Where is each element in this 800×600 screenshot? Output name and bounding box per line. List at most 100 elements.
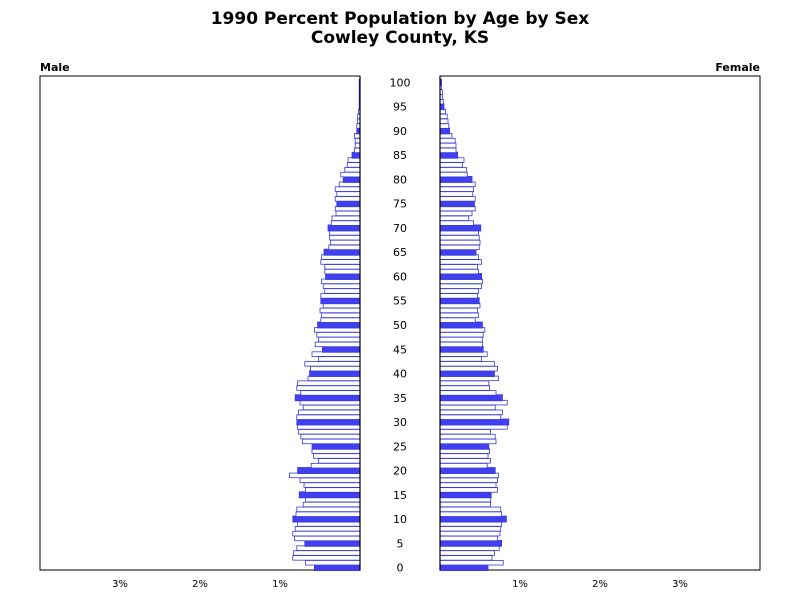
female-bar (439, 317, 476, 323)
female-bar (439, 196, 476, 202)
female-bar (439, 560, 504, 566)
male-bar (309, 365, 361, 372)
male-bar (313, 453, 361, 459)
chart-subtitle: Cowley County, KS (310, 28, 490, 48)
female-bar (439, 331, 484, 338)
female-bar (439, 511, 502, 517)
female-bar (439, 167, 467, 173)
female-bar (439, 186, 474, 192)
female-bar (439, 414, 502, 420)
male-bar (329, 234, 361, 241)
female-bar (439, 526, 502, 532)
male-bar (313, 564, 361, 572)
male-bar (342, 176, 361, 183)
female-bar (439, 142, 457, 149)
male-bar (319, 307, 361, 314)
age-tick-label: 60 (393, 270, 407, 283)
male-bar (321, 345, 361, 353)
male-bar (297, 409, 361, 416)
female-bar (439, 370, 495, 377)
female-bar (439, 438, 497, 445)
female-bar (439, 137, 456, 144)
female-bar (439, 409, 503, 416)
age-tick-label: 90 (393, 125, 407, 138)
female-bar (439, 259, 482, 265)
male-bar (292, 515, 361, 523)
female-bar (439, 288, 479, 294)
male-x-tick-label: 2% (192, 579, 208, 590)
male-bar (300, 433, 361, 440)
male-bar (299, 477, 361, 483)
female-bar (439, 539, 502, 547)
male-bar (324, 264, 361, 270)
age-tick-label: 100 (390, 76, 411, 89)
male-bar (327, 224, 361, 232)
male-bar (296, 506, 361, 513)
male-bar (316, 331, 361, 338)
female-bar (439, 361, 495, 367)
male-bar (322, 283, 361, 289)
male-bar (336, 191, 361, 197)
male-bar (317, 458, 361, 464)
female-bar (439, 442, 490, 450)
female-bar (439, 215, 470, 221)
male-bar (294, 394, 361, 402)
male-bar (297, 467, 361, 474)
female-bar (439, 268, 479, 275)
female-bar (439, 200, 475, 208)
male-bar (321, 312, 361, 319)
male-bar (335, 210, 361, 217)
age-tick-label: 95 (393, 101, 407, 114)
male-side-label: Male (40, 61, 70, 74)
male-bar (328, 244, 361, 251)
female-bar (439, 234, 480, 241)
female-bar (439, 501, 491, 508)
female-bar (439, 127, 451, 135)
female-bar (439, 273, 482, 280)
male-bar (295, 511, 361, 517)
female-bar (439, 462, 488, 469)
male-bar (296, 418, 361, 426)
male-bar (294, 526, 361, 532)
male-bar (334, 196, 361, 202)
female-bar (439, 264, 478, 270)
male-bar (305, 560, 361, 566)
female-bar (439, 356, 482, 362)
female-bar (439, 515, 507, 523)
female-bar (439, 336, 483, 343)
female-bar (439, 248, 477, 256)
female-bar (439, 394, 503, 402)
male-bar (304, 539, 361, 547)
male-bar (325, 273, 361, 280)
age-tick-label: 45 (393, 343, 407, 356)
female-bar (439, 244, 480, 251)
male-bar (346, 162, 361, 168)
age-tick-label: 15 (393, 489, 407, 502)
male-bar (317, 336, 361, 343)
male-bar (302, 501, 361, 508)
female-bar (439, 321, 483, 329)
female-bar (439, 147, 457, 154)
male-bar (354, 142, 361, 149)
age-tick-label: 20 (393, 465, 407, 478)
female-bar (439, 506, 502, 513)
male-bar (296, 414, 361, 420)
female-bar (439, 530, 501, 537)
male-bar (320, 293, 361, 299)
female-bar (439, 151, 459, 159)
female-bar (439, 380, 490, 386)
female-bar (439, 418, 510, 426)
age-tick-label: 50 (393, 319, 407, 332)
male-bar (340, 171, 361, 178)
male-bar (303, 482, 361, 488)
male-bar (302, 404, 361, 411)
male-bar (311, 442, 361, 450)
age-tick-label: 10 (393, 513, 407, 526)
age-tick-label: 65 (393, 246, 407, 259)
male-bar (292, 530, 361, 537)
male-bar (320, 259, 361, 265)
male-bar (317, 321, 361, 329)
age-tick-label: 0 (397, 562, 404, 575)
age-tick-label: 70 (393, 222, 407, 235)
